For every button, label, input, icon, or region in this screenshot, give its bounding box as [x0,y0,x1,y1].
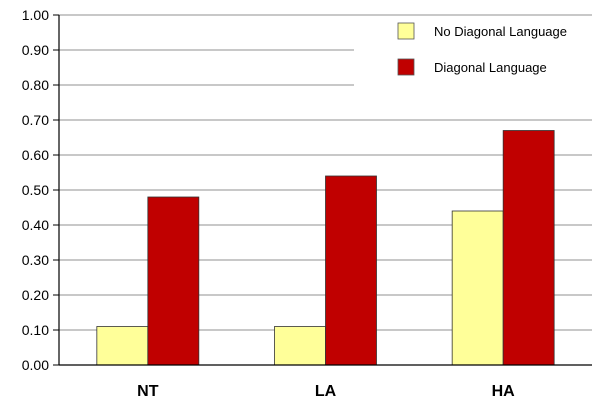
y-tick-label: 0.50 [22,182,49,198]
legend-swatch-no-diagonal [397,22,415,40]
legend: No Diagonal Language Diagonal Language [354,16,594,88]
legend-background [354,16,594,88]
y-tick-label: 0.70 [22,112,49,128]
y-tick-label: 0.10 [22,322,49,338]
y-tick-label: 0.80 [22,77,49,93]
bar-nt-no-diagonal [96,326,149,366]
legend-swatch-diagonal [397,58,415,76]
y-tick-label: 0.60 [22,147,49,163]
y-tick-label: 0.30 [22,252,49,268]
bar-nt-diagonal [147,196,200,366]
bar-la-diagonal [325,175,377,366]
y-tick-label: 0.90 [22,42,49,58]
y-tick-label: 1.00 [22,7,49,23]
bar-ha-diagonal [502,130,555,366]
y-tick-label: 0.20 [22,287,49,303]
x-category-label: NT [137,383,159,400]
legend-label-no-diagonal: No Diagonal Language [434,24,567,39]
x-axis: NT LA HA [59,364,592,400]
y-tick-label: 0.00 [22,357,49,373]
bar-la-no-diagonal [274,326,326,366]
bar-ha-no-diagonal [451,210,504,366]
legend-label-diagonal: Diagonal Language [434,60,547,75]
bars [96,130,555,366]
x-category-label: HA [492,383,516,400]
y-tick-label: 0.40 [22,217,49,233]
x-category-label: LA [315,383,337,400]
y-axis: 0.00 0.10 0.20 0.30 0.40 0.50 0.60 0.70 0.80 0.90… [22,7,60,373]
